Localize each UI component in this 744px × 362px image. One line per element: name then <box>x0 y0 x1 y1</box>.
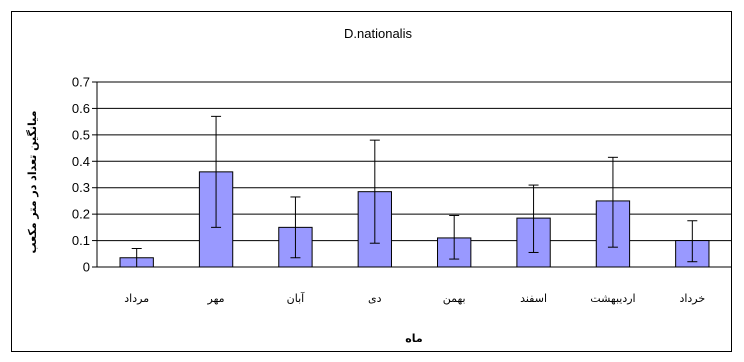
y-tick-label-2: 0.2 <box>72 207 90 222</box>
y-tick-label-3: 0.3 <box>72 180 90 195</box>
y-tick-label-5: 0.5 <box>72 127 90 142</box>
x-category-label-3: دی <box>368 292 382 305</box>
grid-lines <box>92 81 732 268</box>
x-category-label-0: مرداد <box>124 292 149 305</box>
y-tick-label-1: 0.1 <box>72 233 90 248</box>
x-category-label-4: بهمن <box>443 292 466 305</box>
x-category-label-7: خرداد <box>679 292 705 305</box>
error-bars <box>131 115 698 268</box>
bars <box>119 171 710 268</box>
y-tick-label-4: 0.4 <box>72 154 90 169</box>
x-axis-title: ماه <box>405 332 422 345</box>
y-tick-label-6: 0.6 <box>72 101 90 116</box>
y-tick-label-0: 0 <box>83 260 90 275</box>
x-category-label-5: اسفند <box>520 292 547 305</box>
x-category-labels: مرداد مهر آبان دی بهمن اسفند اردیبهشت خرداد <box>124 291 705 305</box>
y-tick-labels: 0 0.1 0.2 0.3 0.4 0.5 0.6 0.7 <box>72 75 90 275</box>
chart-frame <box>11 11 732 352</box>
y-axis-title: میانگین تعداد در متر مکعب <box>26 111 39 254</box>
x-category-label-2: آبان <box>287 291 305 305</box>
chart-title: D.nationalis <box>344 26 412 41</box>
x-category-label-6: اردیبهشت <box>590 292 635 305</box>
y-tick-label-7: 0.7 <box>72 75 90 90</box>
x-category-label-1: مهر <box>207 292 225 305</box>
